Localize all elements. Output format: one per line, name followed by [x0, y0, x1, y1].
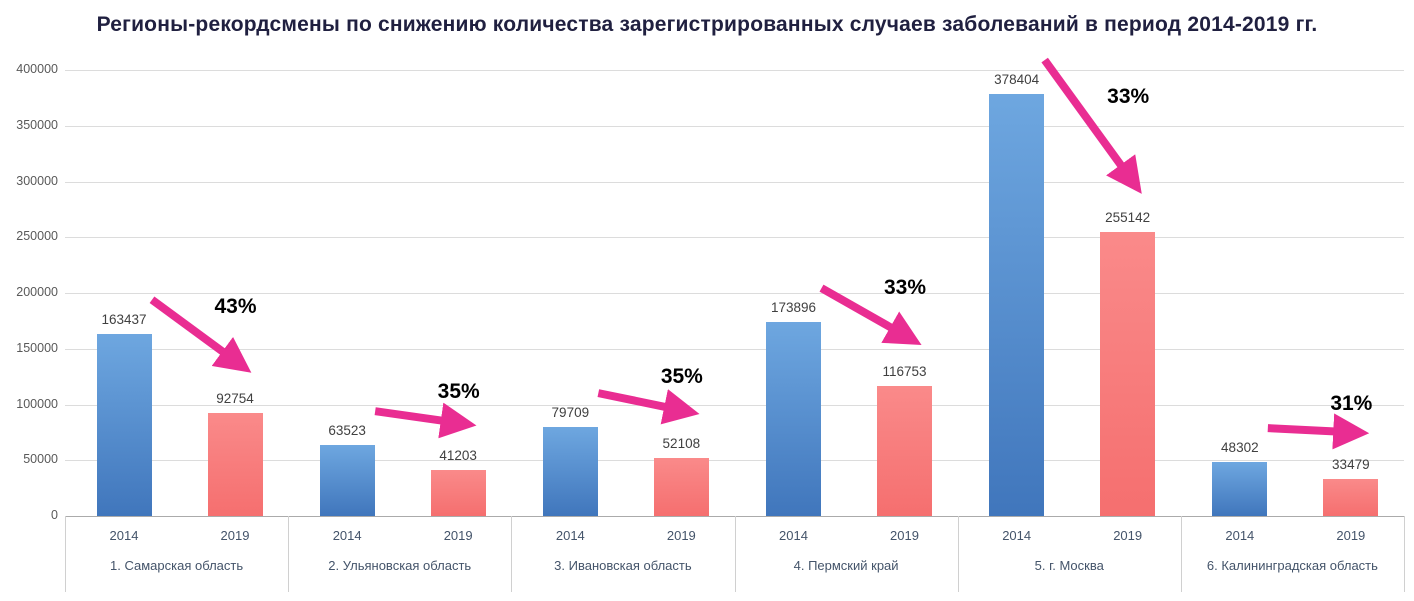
bar-2014 — [989, 94, 1045, 516]
y-axis-tick-label: 50000 — [23, 452, 58, 467]
bar-2019 — [207, 412, 263, 516]
bar-2019 — [430, 470, 486, 516]
year-axis-label: 2014 — [555, 528, 585, 543]
year-axis-label: 2019 — [890, 528, 919, 543]
region-axis-label: 6. Калининградская область — [1206, 558, 1378, 573]
y-axis-tick-label: 250000 — [16, 229, 58, 244]
bar-value-label: 92754 — [216, 390, 254, 406]
year-axis-label: 2014 — [109, 528, 139, 543]
bar-value-label: 378404 — [994, 72, 1040, 88]
y-axis-tick-label: 300000 — [16, 173, 58, 188]
gridline — [65, 293, 1404, 294]
group-separator — [734, 516, 736, 592]
year-axis-label: 2014 — [1002, 528, 1032, 543]
year-axis-label: 2019 — [443, 528, 473, 543]
bar-value-label: 48302 — [1221, 440, 1259, 456]
group-separator — [957, 516, 959, 592]
bar-2019 — [653, 457, 709, 516]
decline-percent-label: 35% — [660, 364, 703, 388]
bar-value-label: 79709 — [551, 405, 590, 421]
region-axis-label: 5. г. Москва — [1034, 558, 1104, 573]
year-axis-label: 2014 — [779, 528, 808, 543]
group-separator — [288, 516, 290, 592]
year-axis-label: 2019 — [1113, 528, 1143, 543]
decline-percent-label: 33% — [883, 275, 927, 299]
bar-2019 — [877, 385, 932, 516]
gridline — [65, 460, 1404, 462]
group-separator — [65, 516, 66, 592]
bar-value-label: 255142 — [1105, 209, 1151, 225]
bar-value-label: 41203 — [439, 448, 477, 464]
y-axis-tick-label: 150000 — [16, 340, 58, 355]
year-axis-label: 2014 — [332, 528, 362, 543]
bar-value-label: 63523 — [328, 423, 366, 439]
bar-value-label: 33479 — [1332, 456, 1370, 472]
region-axis-label: 1. Самарская область — [110, 558, 244, 573]
decline-percent-label: 33% — [1107, 84, 1150, 108]
bar-2019 — [1323, 478, 1379, 516]
year-axis-label: 2019 — [666, 528, 696, 543]
group-separator — [511, 516, 513, 592]
region-axis-label: 4. Пермский край — [793, 558, 899, 573]
gridline — [65, 125, 1404, 127]
gridline — [65, 237, 1404, 239]
bar-value-label: 173896 — [770, 300, 817, 316]
bar-2014 — [1212, 462, 1268, 516]
bar-2014 — [319, 445, 375, 516]
bar-2014 — [96, 333, 152, 516]
bar-value-label: 116753 — [882, 363, 927, 379]
decline-arrow — [1267, 413, 1370, 450]
gridline — [65, 404, 1404, 406]
y-axis-tick-label: 100000 — [16, 396, 58, 411]
gridline — [65, 70, 1404, 71]
gridline — [65, 181, 1404, 183]
chart-title: Регионы-рекордсмены по снижению количест… — [96, 13, 1318, 36]
y-axis-tick-label: 400000 — [16, 62, 58, 76]
year-axis-label: 2014 — [1225, 528, 1255, 543]
group-separator — [1180, 516, 1182, 592]
decline-percent-label: 43% — [214, 295, 257, 319]
region-axis-label: 3. Ивановская область — [554, 558, 692, 573]
year-axis-label: 2019 — [1336, 528, 1366, 543]
y-axis-tick-label: 0 — [51, 508, 58, 522]
gridline — [65, 348, 1404, 350]
bar-value-label: 163437 — [101, 311, 147, 327]
decline-percent-label: 31% — [1330, 392, 1373, 416]
bar-2014 — [766, 322, 821, 516]
bar-2019 — [1100, 231, 1156, 516]
y-axis-tick-label: 200000 — [16, 285, 58, 299]
decline-arrow — [374, 402, 477, 439]
y-axis-tick-label: 350000 — [16, 117, 58, 132]
decline-percent-label: 35% — [437, 379, 480, 403]
bar-2014 — [542, 427, 598, 516]
year-axis-label: 2019 — [220, 528, 250, 543]
region-axis-label: 2. Ульяновская область — [328, 558, 472, 573]
bar-value-label: 52108 — [662, 435, 701, 451]
group-separator — [1404, 516, 1405, 592]
